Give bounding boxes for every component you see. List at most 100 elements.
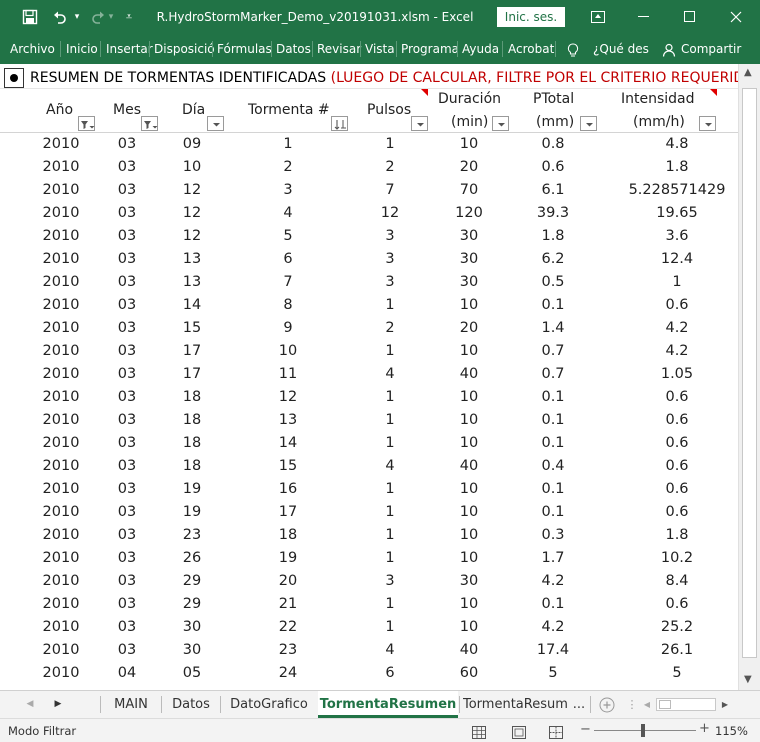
table-cell[interactable]: 40 xyxy=(459,366,479,382)
table-cell[interactable]: 1 xyxy=(385,550,395,566)
zoom-in-icon[interactable]: + xyxy=(699,721,710,736)
vertical-scrollbar[interactable]: ▲ ▼ xyxy=(738,64,760,690)
table-cell[interactable]: 1 xyxy=(385,481,395,497)
table-cell[interactable]: 30 xyxy=(459,228,479,244)
table-cell[interactable]: 19 xyxy=(182,481,202,497)
tab-disposicion[interactable]: Disposició xyxy=(154,42,215,56)
undo-dropdown-icon[interactable]: ▾ xyxy=(74,12,80,22)
table-cell[interactable]: 03 xyxy=(117,504,137,520)
table-cell[interactable]: 2010 xyxy=(42,343,80,359)
table-cell[interactable]: 2010 xyxy=(42,665,80,681)
table-cell[interactable]: 8 xyxy=(283,297,293,313)
table-cell[interactable]: 1.8 xyxy=(541,228,565,244)
table-cell[interactable]: 2010 xyxy=(42,481,80,497)
sheet-tab-datos[interactable]: Datos xyxy=(172,697,210,712)
select-all-corner[interactable] xyxy=(4,68,24,88)
hscroll-right-icon[interactable]: ▶ xyxy=(721,700,729,709)
table-cell[interactable]: 2010 xyxy=(42,527,80,543)
table-cell[interactable]: 10 xyxy=(459,504,479,520)
table-cell[interactable]: 14 xyxy=(182,297,202,313)
table-cell[interactable]: 03 xyxy=(117,228,137,244)
table-cell[interactable]: 10 xyxy=(459,596,479,612)
tab-split-handle[interactable]: ⋮ xyxy=(626,698,638,711)
filter-active-icon[interactable] xyxy=(141,116,158,131)
table-cell[interactable]: 4.2 xyxy=(541,573,565,589)
table-cell[interactable]: 03 xyxy=(117,481,137,497)
table-cell[interactable]: 03 xyxy=(117,343,137,359)
tab-revisar[interactable]: Revisar xyxy=(317,42,362,56)
tab-programador[interactable]: Programa xyxy=(401,42,459,56)
table-cell[interactable]: 17 xyxy=(182,343,202,359)
table-cell[interactable]: 0.4 xyxy=(541,458,565,474)
table-cell[interactable]: 30 xyxy=(182,619,202,635)
table-cell[interactable]: 40 xyxy=(459,642,479,658)
table-cell[interactable]: 05 xyxy=(182,665,202,681)
scroll-thumb[interactable] xyxy=(742,88,757,658)
filter-dropdown-icon[interactable] xyxy=(492,116,509,131)
table-cell[interactable]: 3 xyxy=(385,228,395,244)
table-cell[interactable]: 6.2 xyxy=(541,251,565,267)
table-cell[interactable]: 2010 xyxy=(42,297,80,313)
table-cell[interactable]: 1.8 xyxy=(665,527,689,543)
table-cell[interactable]: 4 xyxy=(385,642,395,658)
scroll-down-icon[interactable]: ▼ xyxy=(744,674,752,685)
zoom-level[interactable]: 115% xyxy=(715,724,748,738)
table-cell[interactable]: 03 xyxy=(117,320,137,336)
table-cell[interactable]: 03 xyxy=(117,596,137,612)
table-cell[interactable]: 3 xyxy=(283,182,293,198)
table-cell[interactable]: 03 xyxy=(117,182,137,198)
table-cell[interactable]: 30 xyxy=(182,642,202,658)
filter-dropdown-icon[interactable] xyxy=(411,116,428,131)
maximize-icon[interactable] xyxy=(667,0,713,34)
table-cell[interactable]: 0.6 xyxy=(665,412,689,428)
table-cell[interactable]: 1 xyxy=(385,435,395,451)
table-cell[interactable]: 16 xyxy=(278,481,298,497)
table-cell[interactable]: 2010 xyxy=(42,412,80,428)
table-cell[interactable]: 10 xyxy=(459,481,479,497)
table-cell[interactable]: 12 xyxy=(182,228,202,244)
table-cell[interactable]: 10.2 xyxy=(660,550,694,566)
table-cell[interactable]: 1 xyxy=(385,343,395,359)
ribbon-display-options-icon[interactable] xyxy=(575,0,621,34)
zoom-slider-thumb[interactable] xyxy=(641,724,645,737)
tab-inicio[interactable]: Inicio xyxy=(66,42,98,56)
table-cell[interactable]: 26 xyxy=(182,550,202,566)
table-cell[interactable]: 10 xyxy=(459,412,479,428)
table-cell[interactable]: 2010 xyxy=(42,596,80,612)
zoom-slider[interactable] xyxy=(594,730,696,731)
table-cell[interactable]: 2 xyxy=(283,159,293,175)
table-cell[interactable]: 0.8 xyxy=(541,136,565,152)
tab-formulas[interactable]: Fórmulas xyxy=(217,42,272,56)
table-cell[interactable]: 1 xyxy=(385,136,395,152)
table-cell[interactable]: 18 xyxy=(182,458,202,474)
filter-active-icon[interactable] xyxy=(78,116,95,131)
table-cell[interactable]: 2010 xyxy=(42,159,80,175)
close-icon[interactable] xyxy=(713,0,759,34)
table-cell[interactable]: 03 xyxy=(117,619,137,635)
table-cell[interactable]: 2010 xyxy=(42,550,80,566)
comment-indicator[interactable] xyxy=(421,89,428,96)
normal-view-icon[interactable] xyxy=(472,724,486,742)
table-cell[interactable]: 5.228571429 xyxy=(628,182,726,198)
table-cell[interactable]: 10 xyxy=(459,136,479,152)
table-cell[interactable]: 2 xyxy=(385,320,395,336)
table-cell[interactable]: 20 xyxy=(459,320,479,336)
table-cell[interactable]: 11 xyxy=(278,366,298,382)
table-cell[interactable]: 120 xyxy=(455,205,483,221)
table-cell[interactable]: 10 xyxy=(459,527,479,543)
table-cell[interactable]: 14 xyxy=(278,435,298,451)
table-cell[interactable]: 3 xyxy=(385,573,395,589)
table-cell[interactable]: 10 xyxy=(182,159,202,175)
table-cell[interactable]: 0.1 xyxy=(541,504,565,520)
table-cell[interactable]: 5 xyxy=(283,228,293,244)
table-cell[interactable]: 0.5 xyxy=(541,274,565,290)
table-cell[interactable]: 03 xyxy=(117,573,137,589)
table-cell[interactable]: 9 xyxy=(283,320,293,336)
table-cell[interactable]: 03 xyxy=(117,412,137,428)
table-cell[interactable]: 21 xyxy=(278,596,298,612)
table-cell[interactable]: 0.6 xyxy=(665,435,689,451)
table-cell[interactable]: 60 xyxy=(459,665,479,681)
table-cell[interactable]: 25.2 xyxy=(660,619,694,635)
table-cell[interactable]: 1.4 xyxy=(541,320,565,336)
table-cell[interactable]: 0.7 xyxy=(541,366,565,382)
